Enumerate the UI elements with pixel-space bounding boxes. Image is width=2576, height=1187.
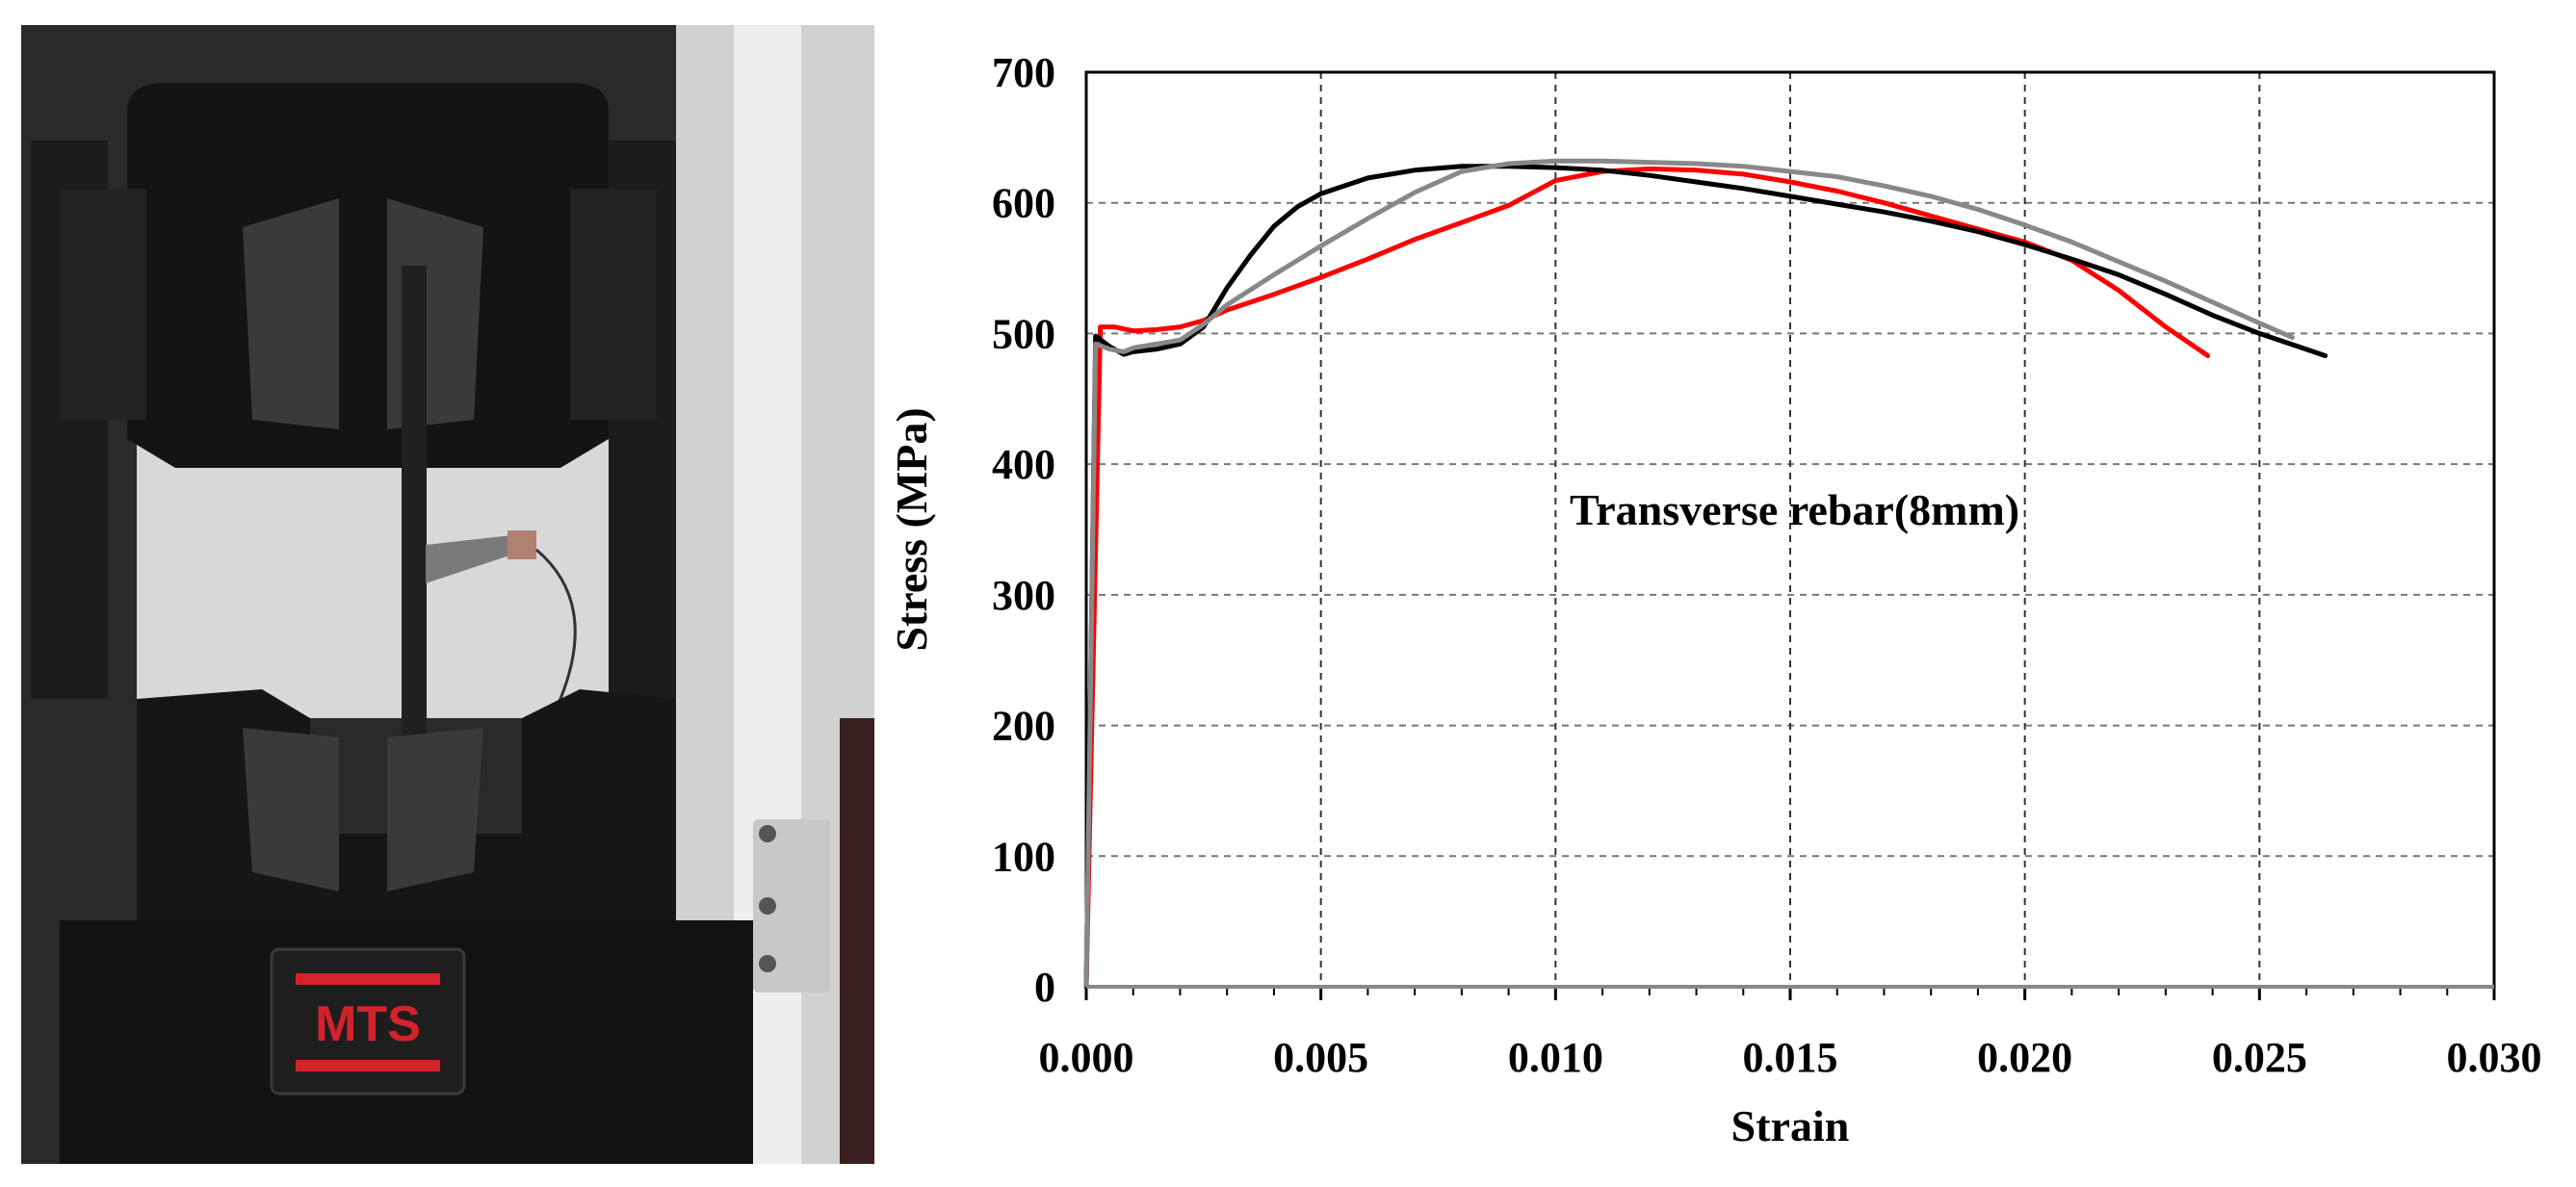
- series-line-3: [1083, 158, 2295, 990]
- upper-wedge-left: [243, 198, 339, 429]
- series-line-2: [1083, 164, 2329, 990]
- y-tick-label: 400: [992, 441, 1055, 488]
- y-tick-label: 0: [1034, 964, 1055, 1011]
- gridlines: [1086, 72, 2494, 987]
- rebar-specimen: [402, 266, 427, 776]
- x-tick-label: 0.010: [1508, 1034, 1603, 1081]
- x-tick-label: 0.030: [2447, 1034, 2542, 1081]
- upper-crosshead: [127, 83, 609, 468]
- x-tick-label: 0.005: [1273, 1034, 1368, 1081]
- mts-logo: MTS: [315, 996, 421, 1052]
- y-axis-title: Stress (MPa): [887, 407, 936, 651]
- chart-annotation: Transverse rebar(8mm): [1570, 485, 2019, 534]
- side-panel: [840, 718, 874, 1164]
- mts-logo-stripe: [296, 973, 440, 985]
- extensometer-head: [507, 530, 536, 559]
- upper-grip-right: [570, 189, 657, 420]
- mts-logo-plate: [270, 947, 466, 1096]
- stress-strain-chart: 0.000 0.005 0.010 0.015 0.020 0.025 0.030 0 100…: [887, 49, 2542, 1150]
- testing-machine-photo: MTS: [21, 25, 874, 1164]
- x-tick-labels: 0.000 0.005 0.010 0.015 0.020 0.025 0.030: [1039, 1034, 2542, 1081]
- x-axis-title: Strain: [1731, 1101, 1850, 1150]
- y-tick-label: 700: [992, 49, 1055, 96]
- series-layer: [1083, 158, 2329, 990]
- hinge-plate: [753, 819, 830, 993]
- y-tick-labels: 0 100 200 300 400 500 600 700: [992, 49, 1055, 1011]
- lower-wedge-left: [243, 728, 339, 891]
- y-tick-label: 600: [992, 180, 1055, 227]
- y-tick-label: 200: [992, 703, 1055, 750]
- hinge-screw: [759, 825, 776, 842]
- lower-wedge-right: [387, 728, 483, 891]
- x-tick-label: 0.000: [1039, 1034, 1134, 1081]
- x-tick-label: 0.015: [1743, 1034, 1838, 1081]
- y-tick-label: 300: [992, 572, 1055, 619]
- hinge-screw: [759, 897, 776, 915]
- axes: [1084, 985, 2496, 1000]
- mts-logo-stripe: [296, 1060, 440, 1071]
- x-tick-label: 0.025: [2212, 1034, 2307, 1081]
- y-tick-label: 500: [992, 310, 1055, 357]
- x-tick-label: 0.020: [1977, 1034, 2072, 1081]
- y-tick-label: 100: [992, 833, 1055, 880]
- upper-grip-left: [60, 189, 146, 420]
- hinge-screw: [759, 955, 776, 972]
- extensometer: [426, 535, 512, 583]
- series-line-1: [1083, 166, 2211, 990]
